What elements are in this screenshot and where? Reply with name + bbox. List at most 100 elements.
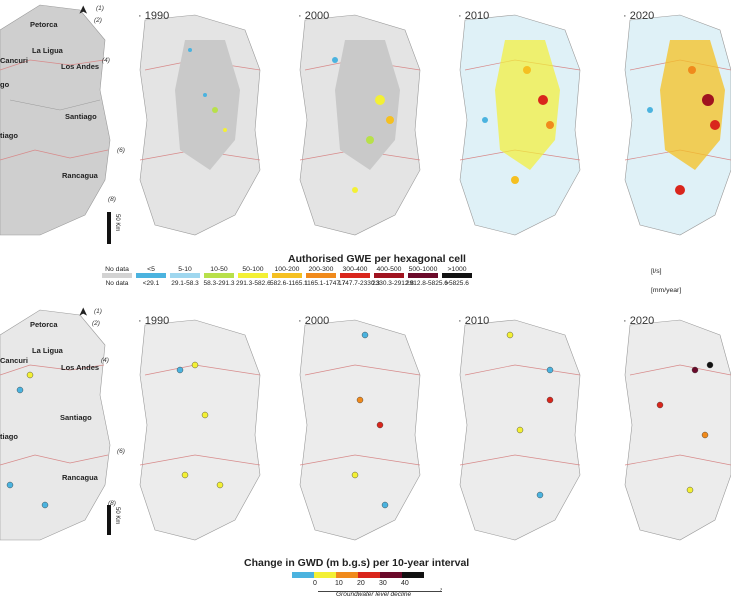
gwe-legend-value: 29.1-58.3 [171, 280, 199, 287]
region-8-bottom: (8) [108, 500, 116, 507]
gwe-legend-value: 2912.8-5825.6 [406, 280, 448, 287]
gwe-map-2000 [295, 0, 425, 238]
gwe-legend-swatch [340, 273, 370, 278]
gwe-map-2020-shape [624, 14, 731, 236]
place-fragment-cancuri: Cancuri [0, 56, 28, 65]
reference-map-bottom-shape [0, 309, 111, 541]
gwe-legend-value: No data [105, 280, 129, 287]
gwd-tick-label: 40 [401, 580, 409, 587]
place-fragment-go: go [0, 80, 10, 89]
gwe-legend-label: >1000 [447, 266, 467, 273]
gwe-legend-item: 200-300 1165.1-1747.7 [304, 266, 346, 287]
gwd-tick-label: 30 [379, 580, 387, 587]
gwe-legend-value: 2330.3-2912.8 [372, 280, 414, 287]
decline-arrow [318, 591, 442, 592]
gwe-map-2000-shape [299, 14, 421, 236]
gwe-legend-item: 5-10 29.1-58.3 [168, 266, 202, 287]
top-year-1990: · 1990 [138, 10, 170, 22]
region-2: (2) [94, 17, 102, 24]
gwe-legend-label: 10-50 [210, 266, 228, 273]
gwd-map-1990-shape [139, 319, 261, 541]
place-rancagua: Rancagua [62, 171, 98, 180]
gwd-map-2010-shape [459, 319, 581, 541]
gwe-map-1990 [135, 0, 265, 238]
gwe-legend-swatch [442, 273, 472, 278]
gwe-legend-value: <29.1 [142, 280, 160, 287]
gwe-legend-swatch [272, 273, 302, 278]
gwe-legend-items: No data No data <5 <29.1 5-10 29.1-58.3 10-50 5… [100, 266, 474, 287]
region-4: (4) [102, 57, 110, 64]
gwe-legend-swatch [408, 273, 438, 278]
place-fragment-tiago-bottom: tiago [0, 432, 18, 441]
gwe-legend-item: 50-100 291.3-582.6 [236, 266, 271, 287]
gwe-legend-swatch [170, 273, 200, 278]
gwe-legend-item: <5 <29.1 [134, 266, 168, 287]
region-6: (6) [117, 147, 125, 154]
gwe-legend-label: 100-200 [274, 266, 300, 273]
place-fragment-tiago: tiago [0, 131, 18, 140]
place-la-ligua-bottom: La Ligua [32, 346, 63, 355]
gwe-legend-label: <5 [147, 266, 155, 273]
region-6-bottom: (6) [117, 448, 125, 455]
bottom-year-2020: · 2020 [623, 315, 655, 327]
region-2-bottom: (2) [92, 320, 100, 327]
gwe-legend-label: 200-300 [308, 266, 334, 273]
place-fragment-cancuri-bottom: Cancuri [0, 356, 28, 365]
gwd-swatch [380, 572, 402, 578]
gwe-legend-swatch [102, 273, 132, 278]
gwe-legend-item: 10-50 58.3-291.3 [202, 266, 236, 287]
gwd-swatch [358, 572, 380, 578]
decline-arrow-head-icon: › [440, 586, 443, 593]
gwe-legend-item: No data No data [100, 266, 134, 287]
gwe-legend-swatch [204, 273, 234, 278]
gwe-unit-top: [l/s] [651, 268, 662, 275]
gwe-map-2010 [455, 0, 585, 238]
gwe-legend-item: >1000 >5825.6 [440, 266, 474, 287]
gwd-map-2020-shape [624, 319, 731, 541]
gwd-tick-label: 0 [313, 580, 317, 587]
gwd-tick-label: 20 [357, 580, 365, 587]
gwe-legend-value: 582.6-1165.1 [270, 280, 308, 287]
gwe-legend-label: 400-500 [376, 266, 402, 273]
gwe-map-1990-shape [139, 14, 261, 236]
top-year-2020: · 2020 [623, 10, 655, 22]
top-year-2010: · 2010 [458, 10, 490, 22]
gwe-legend-swatch [136, 273, 166, 278]
decline-label: Groundwater level decline [336, 591, 412, 598]
gwd-map-2010 [455, 305, 585, 543]
gwd-map-1990 [135, 305, 265, 543]
gwe-map-2010-shape [459, 14, 581, 236]
north-arrow-icon-bottom: ➤ [76, 306, 91, 318]
scale-label-bottom: 50 Km [114, 507, 120, 525]
bottom-year-2000: · 2000 [298, 315, 330, 327]
gwe-legend-label: 50-100 [242, 266, 264, 273]
gwe-legend-item: 300-400 1747.7-2330.3 [338, 266, 380, 287]
gwd-map-2000-shape [299, 319, 421, 541]
place-santiago: Santiago [65, 112, 97, 121]
gwe-legend-value: 291.3-582.6 [236, 280, 271, 287]
gwd-map-2020 [620, 305, 731, 543]
scale-bar [107, 212, 111, 244]
scale-label: 50 Km [114, 214, 120, 232]
gwd-map-2000 [295, 305, 425, 543]
gwe-legend-label: 500-1000 [408, 266, 438, 273]
place-los-andes-bottom: Los Andes [61, 363, 100, 372]
region-1: (1) [96, 5, 104, 12]
reference-map-shape [0, 4, 111, 236]
gwe-legend-value: 1165.1-1747.7 [304, 280, 346, 287]
gwd-swatch [292, 572, 314, 578]
gwd-color-bar [292, 572, 424, 578]
gwe-legend-value: 1747.7-2330.3 [338, 280, 380, 287]
gwe-legend-value: 58.3-291.3 [203, 280, 235, 287]
reference-map-top: Petorca La Ligua Cancuri Los Andes go Sa… [0, 0, 130, 244]
gwd-swatch [314, 572, 336, 578]
gwe-legend-swatch [238, 273, 268, 278]
region-1-bottom: (1) [94, 308, 102, 315]
place-petorca: Petorca [30, 20, 58, 29]
gwd-legend-title: Change in GWD (m b.g.s) per 10-year inte… [244, 557, 470, 569]
gwe-map-2020 [620, 0, 731, 238]
gwd-swatch [336, 572, 358, 578]
gwe-legend-item: 100-200 582.6-1165.1 [270, 266, 308, 287]
gwe-legend-item: 400-500 2330.3-2912.8 [372, 266, 414, 287]
place-rancagua-bottom: Rancagua [62, 473, 98, 482]
